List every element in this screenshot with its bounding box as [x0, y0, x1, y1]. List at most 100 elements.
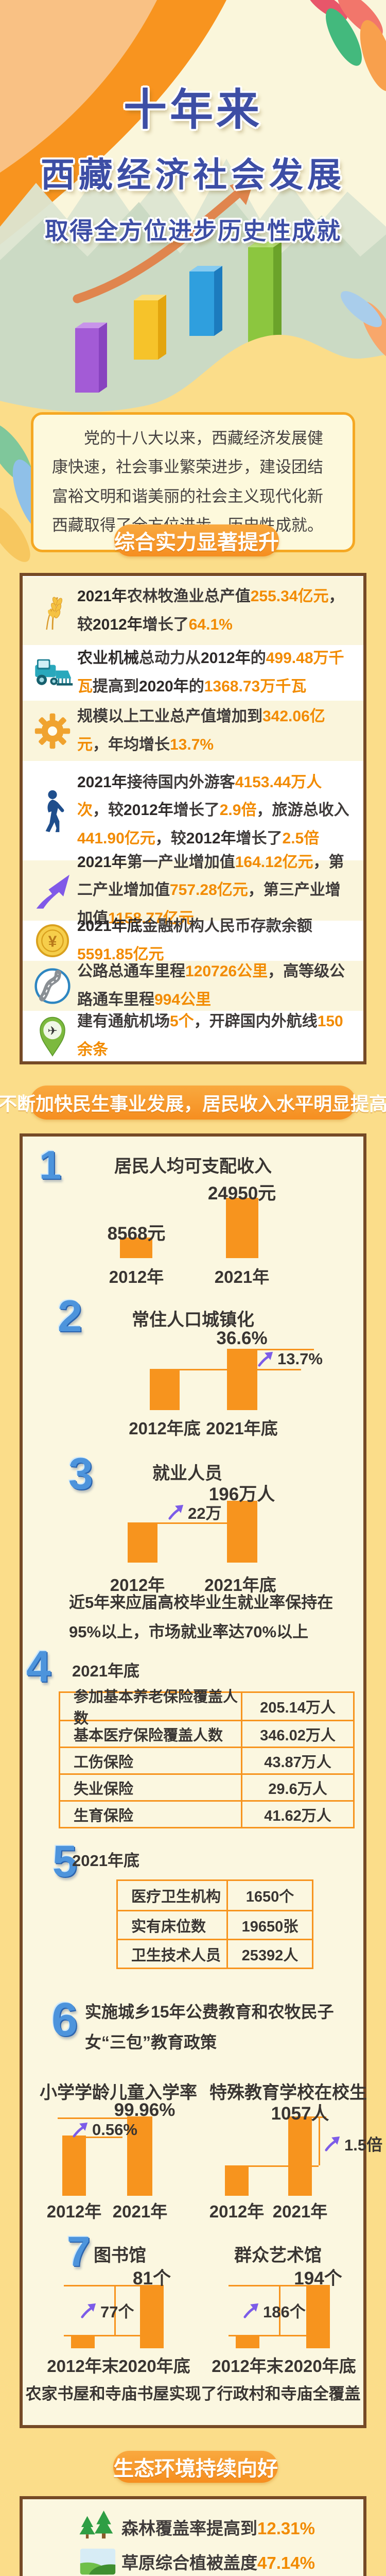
ecology-card [20, 2496, 366, 2576]
text-segment: 255.34亿元 [250, 588, 329, 605]
stat-row: 2021年农林牧渔业总产值255.34亿元，较2012年增长了64.1% [23, 577, 363, 645]
table-row: 失业保险 29.6万人 [60, 1773, 353, 1800]
delta-value: 0.56% [92, 2121, 137, 2139]
table-cell-value: 43.87万人 [264, 1754, 331, 1771]
bar-value-label: 8568元 [107, 1224, 166, 1244]
table-cell-label: 参加基本养老保险覆盖人数 [60, 1689, 242, 1727]
bar-value-label: 81个 [133, 2268, 171, 2289]
bar-value-label: 36.6% [216, 1328, 268, 1348]
stat-row: 2021年第一产业增加值164.12亿元，第二产业增加值757.28亿元，第三产… [23, 854, 363, 927]
bar-2021年 [288, 2116, 312, 2196]
chart-title: 就业人员 [152, 1464, 222, 1483]
text-segment: 2021年底 [77, 918, 143, 935]
axis-label: 2021年 [272, 2202, 328, 2221]
text-segment: ，旅游总收入 [256, 802, 349, 819]
delta-annotation: 77个 [80, 2299, 134, 2322]
text-segment: 的 [188, 678, 204, 695]
delta-annotation: 0.56% [72, 2121, 137, 2139]
bar-2012年 [120, 1238, 152, 1258]
axis-label: 2012年末 [47, 2357, 119, 2376]
text-segment: 2.9倍 [219, 802, 257, 819]
bar-value-label: 99.96% [114, 2100, 176, 2120]
text-segment: 757.28亿元 [170, 882, 248, 899]
coin-icon: ¥ [28, 924, 77, 958]
axis-label: 2012年 [209, 2202, 265, 2221]
chart-connector-line [114, 2285, 116, 2335]
text-segment: ，开辟国内外航线 [194, 1013, 318, 1030]
text-segment: 2021年 [77, 773, 127, 791]
text-segment: 建有通航机场 [77, 1013, 170, 1030]
text-segment: 接待国内外游客 [127, 773, 235, 791]
page-title: 十年来 [123, 86, 262, 134]
stat-row-text: 2021年第一产业增加值164.12亿元，第二产业增加值757.28亿元，第三产… [77, 849, 363, 933]
text-segment: ，第二产业增加值 [77, 853, 344, 899]
section-banner-strength: 综合实力显著提升 [114, 524, 279, 556]
text-segment: ，年均增长 [93, 736, 170, 753]
stat-row: 规模以上工业总产值增加到342.06亿元，年均增长13.7% [23, 701, 363, 761]
increase-arrow-icon [258, 1351, 273, 1367]
delta-annotation: 1.5倍 [324, 2132, 382, 2155]
chart-step-line [64, 2285, 164, 2286]
text-segment: 47.14% [257, 2553, 315, 2572]
text-segment: ，较 [155, 829, 186, 847]
increase-arrow-icon [73, 2122, 88, 2138]
bar-2012年 [62, 2136, 86, 2196]
table-cell-value: 29.6万人 [268, 1781, 327, 1798]
increase-arrow-icon [81, 2303, 96, 2318]
stat-row: 2021年接待国内外游客4153.44万人次，较2012年增长了2.9倍，旅游总… [23, 761, 363, 860]
text-segment: 5个 [170, 1013, 194, 1030]
svg-text:✈: ✈ [47, 1024, 57, 1037]
table-title-health: 2021年底 [72, 1852, 139, 1870]
text-segment: 441.90亿元 [77, 829, 155, 847]
section-banner-livelihood: 不断加快民生事业发展，居民收入水平明显提高 [0, 1086, 386, 1120]
text-segment: 2012年 [186, 829, 236, 847]
text-segment: 规模以上工业总产值增加到 [77, 707, 262, 725]
text-segment: 120726公里 [185, 962, 268, 980]
gear-icon [28, 713, 77, 750]
education-note: 实施城乡15年公费教育和农牧民子女“三包”教育政策 [85, 2003, 334, 2052]
stat-row: ¥2021年底金融机构人民币存款余额 5591.85亿元 [23, 918, 363, 963]
chart-title: 常住人口城镇化 [132, 1310, 254, 1330]
table-row: 卫生技术人员 25392人 [118, 1939, 312, 1968]
stat-row-text: 建有通航机场5个，开辟国内外航线150余条 [77, 1008, 363, 1064]
table-cell-label: 卫生技术人员 [118, 1940, 228, 1968]
section-banner-ecology: 生态环境持续向好 [113, 2451, 278, 2483]
bar-chart-illustration [75, 242, 282, 393]
text-segment: 499.48万千瓦 [77, 650, 344, 695]
table-row: 参加基本养老保险覆盖人数 205.14万人 [60, 1689, 353, 1727]
table-cell-label: 工伤保险 [60, 1748, 242, 1773]
text-segment: 342.06亿元 [77, 707, 325, 753]
road-icon [28, 968, 77, 1005]
axis-label: 2021年底 [204, 1575, 276, 1595]
text-segment: ，较 [93, 802, 124, 819]
table-cell-value: 41.62万人 [264, 1807, 331, 1824]
chart-step-line [157, 1522, 227, 1524]
table-row: 医疗卫生机构 1650个 [118, 1881, 312, 1910]
axis-label: 2021年 [112, 2202, 168, 2221]
table-row: 基本医疗保险覆盖人数 346.02万人 [60, 1720, 353, 1747]
table-row: 工伤保险 43.87万人 [60, 1747, 353, 1773]
chart-step-line [64, 2335, 140, 2336]
text-segment: ，较 [77, 588, 344, 633]
text-segment: 增长了 [142, 616, 189, 633]
text-segment: 2021年 [77, 853, 127, 871]
text-segment: 增长了 [173, 802, 220, 819]
chart-title: 特殊教育学校在校生 [209, 2083, 367, 2103]
stat-row-text: 规模以上工业总产值增加到342.06亿元，年均增长13.7% [77, 703, 363, 759]
table-cell-label: 失业保险 [60, 1775, 242, 1800]
bar-2012年底 [150, 1369, 180, 1410]
section-number-3: 3 [68, 1449, 93, 1499]
delta-value: 77个 [100, 2303, 134, 2321]
text-segment: 2012年 [201, 650, 251, 667]
text-segment: 164.12亿元 [235, 853, 313, 871]
bar-value-label: 1057人 [271, 2104, 329, 2124]
bar-2012年 [225, 2165, 249, 2196]
text-segment: 2021年 [77, 588, 127, 605]
bar-value-label: 24950元 [207, 1183, 276, 1204]
ecology-row: 草原综合植被盖度47.14% [23, 2547, 363, 2576]
table-row: 实有床位数 19650张 [118, 1910, 312, 1939]
svg-text:¥: ¥ [48, 933, 57, 950]
bar-value-label: 194个 [294, 2268, 342, 2289]
employment-note: 近5年来应届高校毕业生就业率保持在95%以上，市场就业率达70%以上 [69, 1594, 334, 1641]
chart-title: 图书馆 [94, 2246, 146, 2265]
